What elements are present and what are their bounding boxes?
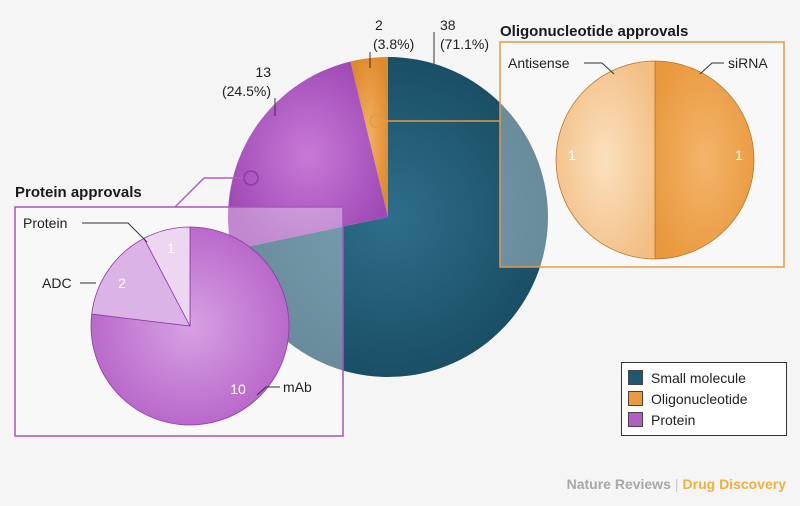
label-protein-count: 13 [255, 64, 271, 80]
label-mab: mAb [283, 379, 312, 395]
leader-line [256, 386, 280, 396]
legend-item-small-molecule: Small molecule [628, 367, 780, 388]
protein-inset-title: Protein approvals [15, 184, 142, 201]
leader-line [82, 222, 148, 243]
credit-separator: | [674, 476, 679, 492]
label-adc: ADC [42, 275, 72, 291]
pie-slice-oligonucleotide [350, 57, 388, 217]
label-antisense: Antisense [508, 55, 570, 71]
pie-slice-small-molecule [231, 57, 548, 377]
legend-label: Protein [651, 411, 696, 428]
main-pie [227, 57, 548, 377]
legend-swatch [628, 370, 643, 385]
label-oligo-count: 2 [375, 17, 383, 33]
legend-swatch [628, 412, 643, 427]
mab-value-label: 10 [230, 381, 246, 397]
label-sirna: siRNA [728, 55, 768, 71]
protein-connector-marker [243, 170, 259, 186]
label-small-molecule-count: 38 [440, 17, 456, 33]
credit-publisher: Nature Reviews [566, 476, 671, 492]
pie-slice-antisense [555, 60, 656, 260]
sirna-value-label: 1 [735, 147, 743, 163]
label-protein-pct: (24.5%) [222, 83, 271, 99]
credit-journal: Drug Discovery [682, 476, 786, 492]
legend-label: Oligonucleotide [651, 390, 748, 407]
protein-pie [90, 226, 290, 426]
legend-item-oligonucleotide: Oligonucleotide [628, 388, 780, 409]
pie-slice-protein [227, 61, 388, 250]
pie-slice-sirna [654, 60, 755, 260]
oligonucleotide-inset: Oligonucleotide approvals Antisense siRN… [499, 23, 785, 268]
label-protein-sub: Protein [23, 215, 67, 231]
credit-line: Nature Reviews | Drug Discovery [567, 476, 786, 492]
label-oligonucleotide: 2 (3.8%) [369, 17, 414, 68]
label-small-molecule-pct: (71.1%) [440, 36, 489, 52]
legend-swatch [628, 391, 643, 406]
oligonucleotide-pie [555, 60, 755, 260]
protein-connector-line [174, 177, 244, 208]
label-small-molecule: 38 (71.1%) [433, 17, 489, 64]
legend: Small molecule Oligonucleotide Protein [621, 362, 787, 436]
protein-inset: Protein approvals Protein ADC mAb 1 2 10 [14, 184, 344, 437]
oligonucleotide-inset-title: Oligonucleotide approvals [500, 23, 688, 40]
legend-label: Small molecule [651, 369, 746, 386]
pie-slice-adc [91, 237, 191, 327]
adc-value-label: 2 [118, 275, 126, 291]
leader-line [699, 62, 724, 75]
legend-item-protein: Protein [628, 409, 780, 430]
label-oligo-pct: (3.8%) [373, 36, 414, 52]
leader-line [584, 62, 615, 75]
protein-value-label: 1 [167, 240, 175, 256]
oligo-connector-marker [369, 114, 383, 128]
label-protein-main: 13 (24.5%) [222, 64, 276, 116]
antisense-value-label: 1 [568, 147, 576, 163]
